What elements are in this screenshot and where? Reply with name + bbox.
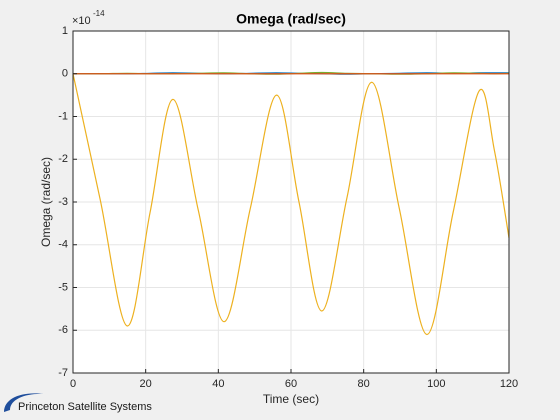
x-tick-label: 60 [285, 378, 297, 390]
x-tick-label: 40 [212, 378, 224, 390]
y-tick-label: -2 [58, 153, 68, 165]
y-tick-label: -7 [58, 367, 68, 379]
y-exponent-base: ×10 [72, 15, 91, 27]
x-tick-label: 120 [500, 378, 518, 390]
y-exponent-power: -14 [93, 9, 105, 18]
logo: Princeton Satellite Systems [4, 393, 152, 413]
x-axis-label: Time (sec) [263, 392, 319, 406]
logo-swoosh [4, 393, 44, 412]
chart-title: Omega (rad/sec) [236, 11, 346, 27]
y-tick-label: -4 [58, 239, 68, 251]
axes-box [72, 30, 510, 374]
y-tick-label: -3 [58, 196, 68, 208]
x-tick-label: 100 [427, 378, 445, 390]
y-tick-label: 1 [62, 25, 68, 37]
lines [72, 71, 510, 336]
y-tick-label: 0 [62, 68, 68, 80]
x-tick-label: 20 [140, 378, 152, 390]
y-tick-label: -6 [58, 324, 68, 336]
y-axis-label: Omega (rad/sec) [39, 157, 53, 247]
logo-text: Princeton Satellite Systems [18, 401, 152, 413]
y-tick-label: -1 [58, 110, 68, 122]
series-line [72, 73, 510, 336]
x-tick-label: 0 [70, 378, 76, 390]
y-tick-label: -5 [58, 281, 68, 293]
x-tick-label: 80 [358, 378, 370, 390]
